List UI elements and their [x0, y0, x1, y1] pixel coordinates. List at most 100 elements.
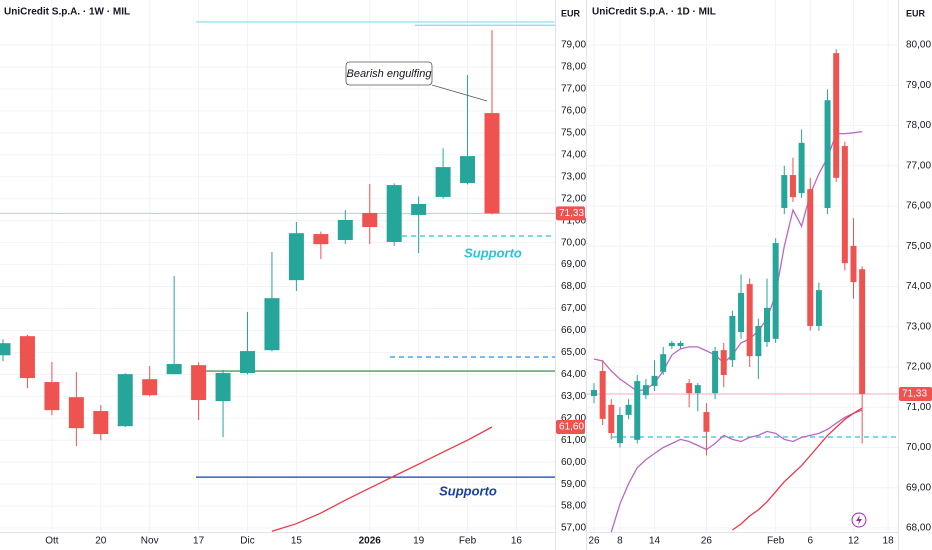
candle-body	[634, 381, 641, 440]
y-tick-label: 70,00	[561, 237, 586, 248]
candle-body	[44, 382, 60, 411]
y-tick-label: 76,00	[906, 201, 931, 212]
y-tick-label: 62,00	[561, 413, 586, 424]
chart-title: UniCredit S.p.A. · 1W · MIL	[4, 7, 130, 18]
candle-body	[703, 412, 710, 432]
candle-body	[720, 350, 727, 376]
candle-body	[215, 373, 231, 402]
y-tick-label: 60,00	[561, 457, 586, 468]
x-tick-label: Dic	[240, 536, 254, 547]
y-tick-label: 77,00	[906, 160, 931, 171]
y-tick-label: 68,00	[906, 523, 931, 534]
y-tick-label: 78,00	[906, 120, 931, 131]
x-tick-label: 17	[193, 536, 205, 547]
y-tick-label: 63,00	[561, 391, 586, 402]
candle-body	[142, 379, 158, 396]
plot-area	[586, 49, 898, 532]
x-tick-label: Nov	[141, 536, 159, 547]
y-tick-label: 69,00	[906, 482, 931, 493]
y-tick-label: 67,00	[561, 303, 586, 314]
event-icon[interactable]	[851, 512, 867, 528]
x-tick-label: 26	[701, 536, 713, 547]
candle-body	[660, 354, 667, 372]
price-tag	[556, 206, 585, 221]
y-tick-label: 79,00	[561, 40, 586, 51]
y-tick-label: 69,00	[561, 259, 586, 270]
candle-body	[288, 233, 304, 281]
y-tick-label: 76,00	[561, 106, 586, 117]
price-tag-label: 61,60	[559, 422, 584, 433]
axis-layer: 68,00 69,00 70,00 71,00 72,00 73,00 74,00 75,00…	[588, 40, 932, 547]
candle-body	[789, 175, 796, 198]
candle-body	[68, 397, 84, 429]
x-tick-label: 20	[95, 536, 107, 547]
x-tick-label: 2026	[359, 536, 382, 547]
axis-layer: 57,00 58,00 59,00 60,00 61,00 62,00 63,00 64,00…	[45, 40, 586, 547]
candle-body	[772, 243, 779, 339]
annotation: Supporto	[464, 245, 522, 260]
candle-body	[608, 404, 615, 434]
chart-title: UniCredit S.p.A. · 1D · MIL	[592, 7, 716, 18]
x-tick-label: 12	[848, 536, 860, 547]
grid-layer	[0, 0, 555, 532]
candle-body	[807, 189, 814, 326]
candle-body	[435, 167, 451, 197]
y-tick-label: 65,00	[561, 347, 586, 358]
x-tick-label: 15	[291, 536, 303, 547]
candle-body	[798, 142, 805, 194]
indicator-line	[610, 409, 863, 532]
y-tick-label: 70,00	[906, 442, 931, 453]
candle-body	[166, 364, 182, 375]
price-tag	[899, 386, 932, 401]
candle-body	[686, 383, 693, 394]
x-tick-label: Ott	[45, 536, 59, 547]
indicator-line	[732, 407, 863, 531]
candle-body	[833, 53, 840, 178]
x-tick-label: Feb	[459, 536, 477, 547]
y-tick-label: 75,00	[561, 127, 586, 138]
y-tick-label: 61,00	[561, 435, 586, 446]
y-tick-label: 73,00	[906, 321, 931, 332]
annotation: Bearish engulfing	[346, 68, 432, 80]
candle-body	[746, 284, 753, 357]
candle-body	[484, 113, 500, 214]
annotation: Supporto	[439, 483, 497, 498]
x-tick-label: Feb	[767, 536, 785, 547]
candle-body	[264, 298, 280, 351]
x-tick-label: 26	[588, 536, 600, 547]
x-tick-label: 8	[617, 536, 623, 547]
candle-body	[411, 203, 427, 215]
candle-body	[117, 374, 133, 427]
x-tick-label: 6	[807, 536, 813, 547]
plot-area	[0, 21, 555, 532]
currency-label: EUR	[906, 8, 926, 18]
candle-body	[841, 146, 848, 264]
y-tick-label: 68,00	[561, 281, 586, 292]
y-tick-label: 71,00	[906, 402, 931, 413]
y-tick-label: 79,00	[906, 80, 931, 91]
candle-body	[859, 269, 866, 394]
candle-body	[460, 156, 476, 184]
candle-body	[850, 245, 857, 283]
candle-body	[93, 411, 109, 435]
price-tag	[556, 420, 585, 435]
candle-body	[616, 414, 623, 444]
indicator-line	[271, 426, 493, 532]
candle-body	[0, 343, 11, 356]
candle-body	[677, 342, 684, 347]
y-tick-label: 72,00	[561, 193, 586, 204]
candle-body	[625, 404, 632, 415]
y-tick-label: 74,00	[906, 281, 931, 292]
annotation-box	[345, 61, 433, 86]
y-tick-label: 64,00	[561, 369, 586, 380]
event-icon-bolt	[856, 515, 862, 525]
candle-body	[362, 212, 378, 228]
candle-body	[764, 307, 770, 343]
candle-body	[591, 389, 597, 396]
y-tick-label: 66,00	[561, 325, 586, 336]
candle-body	[651, 375, 658, 386]
y-tick-label: 57,00	[561, 523, 586, 534]
x-tick-label: 14	[649, 536, 661, 547]
